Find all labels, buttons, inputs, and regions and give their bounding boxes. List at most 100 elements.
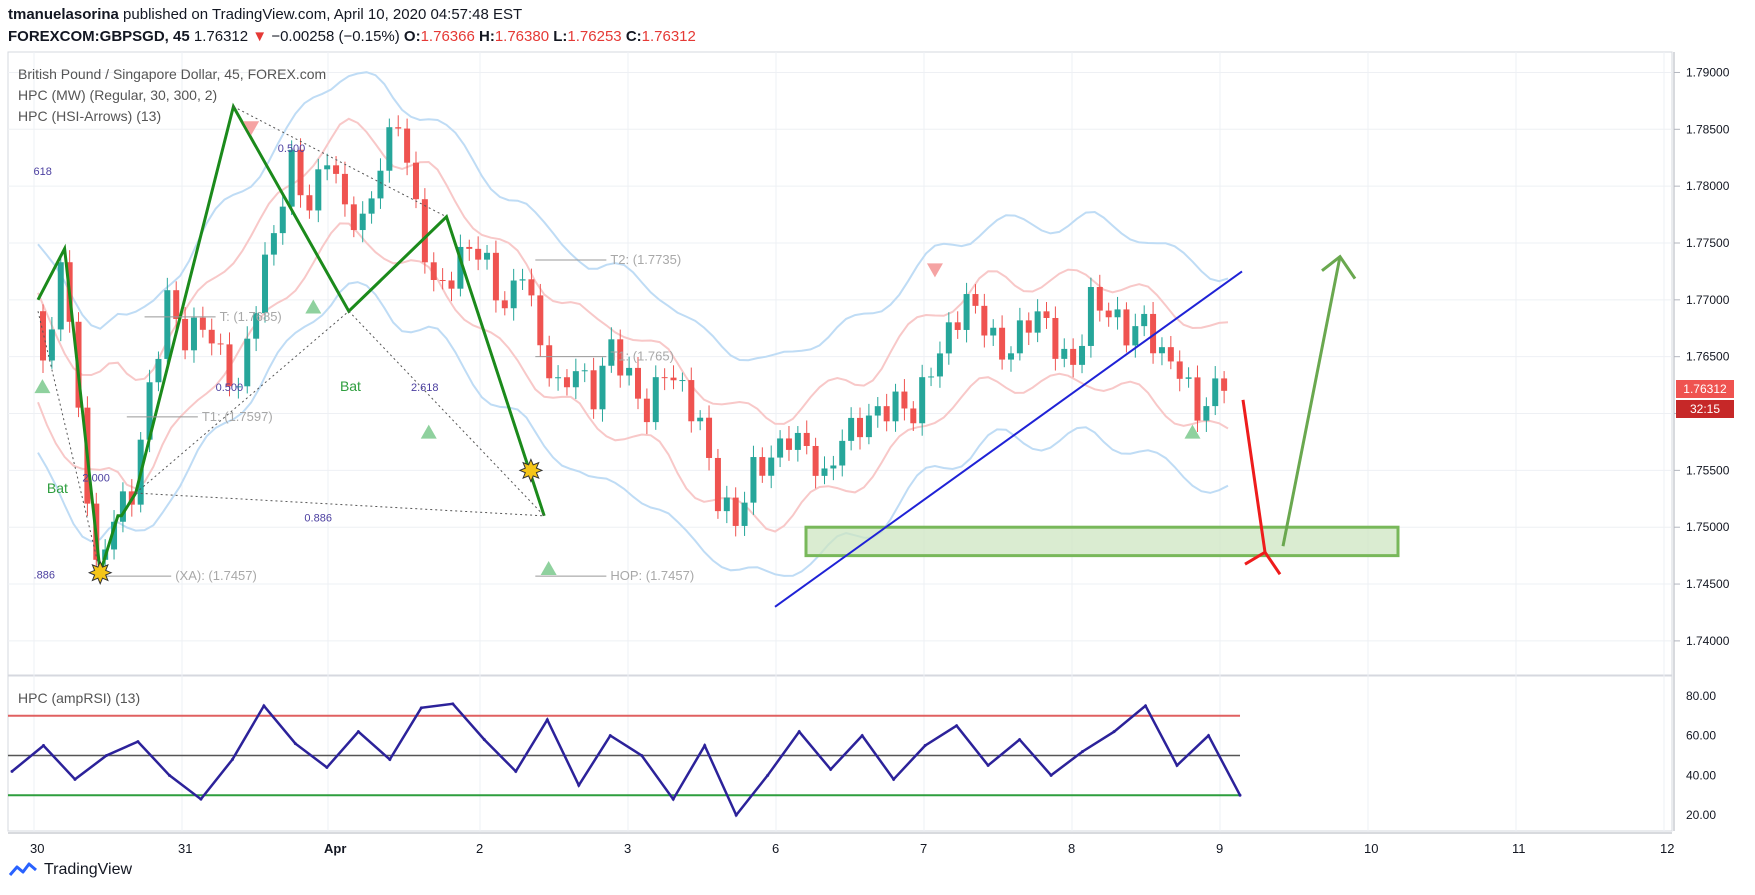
candle-body: [492, 252, 499, 301]
pattern-ratio: 2.000: [82, 473, 110, 485]
pattern-ratio: 2.618: [411, 382, 439, 394]
candle-body: [839, 440, 846, 466]
change-arrow-icon: ▼: [252, 28, 268, 45]
candle-body: [528, 279, 535, 296]
price-tick-label: 1.79000: [1686, 65, 1730, 79]
pattern-connector: [135, 310, 350, 494]
author-name[interactable]: tmanuelasorina: [8, 6, 119, 23]
candle-body: [404, 128, 411, 163]
rsi-point: [1144, 704, 1148, 708]
rsi-point: [577, 783, 581, 787]
candle-body: [617, 339, 624, 376]
candle-body: [457, 246, 464, 289]
candle-body: [1176, 361, 1183, 379]
rsi-tick-label: 20.00: [1686, 808, 1716, 822]
candle-body: [173, 290, 180, 319]
band-line: [37, 281, 1229, 577]
candle-body: [936, 353, 943, 377]
candle-body: [972, 294, 979, 306]
candle-body: [590, 370, 597, 410]
support-zone: [804, 525, 1400, 558]
candle-body: [1114, 309, 1121, 318]
candle-body: [208, 329, 215, 344]
target-label: T: (1.7685): [220, 309, 282, 324]
candle-body: [1167, 347, 1174, 362]
rsi-point: [41, 744, 45, 748]
candle-body: [1070, 348, 1077, 365]
time-tick-label: 7: [920, 841, 927, 856]
candle-body: [848, 417, 855, 441]
candle-body: [546, 345, 553, 379]
time-tick-label: 8: [1068, 841, 1075, 856]
candle-body: [857, 417, 864, 438]
candle-body: [732, 497, 739, 526]
band-line: [37, 117, 1229, 425]
candle-body: [244, 338, 251, 387]
publish-info: tmanuelasorina published on TradingView.…: [8, 6, 522, 23]
candle-body: [1141, 313, 1148, 327]
rsi-pane-frame: [7, 675, 1673, 832]
candle-body: [359, 213, 366, 231]
candle-body: [679, 380, 686, 382]
rsi-point: [1238, 793, 1242, 797]
candle-body: [510, 280, 517, 309]
candle-body: [1212, 378, 1219, 407]
close-value: 1.76312: [641, 28, 696, 45]
band-line: [37, 222, 1229, 533]
time-tick-label: Apr: [324, 841, 346, 856]
candle-body: [395, 127, 402, 129]
rsi-point: [1112, 730, 1116, 734]
rsi-point: [923, 744, 927, 748]
candle-body: [1105, 310, 1112, 318]
candle-body: [475, 248, 482, 260]
candle-body: [466, 246, 473, 249]
bar-countdown-tag: 32:15: [1676, 400, 1734, 418]
rsi-point: [797, 730, 801, 734]
candle-body: [892, 391, 899, 422]
candle-body: [368, 198, 375, 214]
candle-body: [1025, 320, 1032, 333]
price-axis[interactable]: 1.79000 1.78500 1.78000 1.77500 1.77000 1.765…: [1673, 52, 1730, 831]
rsi-point: [1175, 763, 1179, 767]
candle-body: [270, 233, 277, 255]
candle-body: [297, 149, 304, 196]
annotations-layer: [774, 254, 1400, 608]
candle-body: [333, 165, 340, 174]
candle-body: [635, 367, 641, 399]
candle-body: [501, 300, 508, 309]
tradingview-logo[interactable]: TradingView: [8, 861, 132, 879]
buy-signal-icon: [420, 424, 437, 439]
time-axis[interactable]: 30 31 Apr 2 3 6 7 8 9 10 11 12: [8, 832, 1674, 856]
rsi-point: [640, 753, 644, 757]
rsi-point: [356, 730, 360, 734]
time-tick-label: 9: [1216, 841, 1223, 856]
candle-body: [341, 173, 348, 205]
time-tick-label: 3: [624, 841, 631, 856]
pattern-connector: [37, 311, 101, 573]
rsi-point: [1207, 734, 1211, 738]
candle-body: [883, 406, 890, 422]
candle-body: [581, 370, 588, 372]
legend-indicator-hsi: HPC (HSI-Arrows) (13): [18, 108, 162, 124]
legend-symbol: British Pound / Singapore Dollar, 45, FO…: [18, 66, 327, 82]
rsi-point: [230, 757, 234, 761]
candle-body: [306, 195, 313, 211]
candle-body: [119, 491, 126, 522]
signal-burst-icon: [87, 560, 113, 585]
rsi-point: [1018, 738, 1022, 742]
symbol-label[interactable]: FOREXCOM:GBPSGD, 45: [8, 28, 190, 45]
candle-body: [741, 502, 748, 526]
candle-body: [324, 165, 331, 170]
candle-body: [865, 415, 872, 438]
candle-body: [919, 377, 926, 424]
target-label: T2: (1.7735): [610, 252, 681, 267]
target-label: T1: (1.7597): [202, 409, 273, 424]
candle-body: [652, 377, 659, 423]
candle-body: [350, 204, 357, 231]
forecast-down-head: [1244, 550, 1282, 576]
rsi-point: [136, 740, 140, 744]
signal-burst-icon: [518, 458, 544, 483]
candle-body: [1016, 320, 1023, 354]
main-pane-frame: [7, 51, 1673, 676]
